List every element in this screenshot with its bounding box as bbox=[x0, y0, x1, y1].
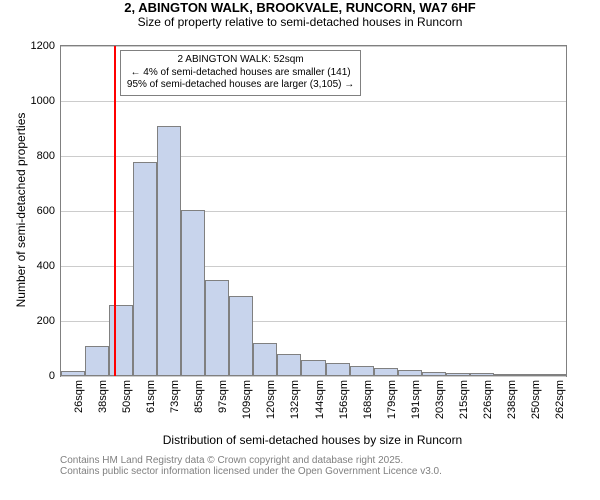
histogram-bar bbox=[229, 296, 253, 376]
chart-title: 2, ABINGTON WALK, BROOKVALE, RUNCORN, WA… bbox=[0, 0, 600, 15]
x-tick-label: 156sqm bbox=[338, 376, 350, 419]
x-tick-label: 97sqm bbox=[217, 376, 229, 413]
reference-line bbox=[114, 46, 116, 376]
histogram-bar bbox=[253, 343, 277, 376]
y-tick-label: 200 bbox=[37, 315, 61, 327]
y-tick-label: 400 bbox=[37, 260, 61, 272]
chart-footer: Contains HM Land Registry data © Crown c… bbox=[60, 455, 442, 477]
x-tick-label: 50sqm bbox=[121, 376, 133, 413]
x-tick-label: 203sqm bbox=[434, 376, 446, 419]
x-tick-label: 120sqm bbox=[265, 376, 277, 419]
histogram-bar bbox=[85, 346, 109, 376]
histogram-chart: 2, ABINGTON WALK, BROOKVALE, RUNCORN, WA… bbox=[0, 0, 600, 500]
histogram-bar bbox=[181, 210, 205, 376]
histogram-bar bbox=[205, 280, 229, 376]
histogram-bar bbox=[157, 126, 181, 376]
gridline bbox=[61, 156, 566, 157]
x-tick-label: 61sqm bbox=[145, 376, 157, 413]
gridline bbox=[61, 101, 566, 102]
x-tick-label: 215sqm bbox=[458, 376, 470, 419]
x-tick-label: 226sqm bbox=[482, 376, 494, 419]
x-tick-label: 191sqm bbox=[410, 376, 422, 419]
chart-subtitle: Size of property relative to semi-detach… bbox=[0, 15, 600, 29]
x-tick-label: 109sqm bbox=[241, 376, 253, 419]
x-tick-label: 168sqm bbox=[362, 376, 374, 419]
x-tick-label: 73sqm bbox=[169, 376, 181, 413]
x-tick-label: 85sqm bbox=[193, 376, 205, 413]
histogram-bar bbox=[374, 368, 398, 376]
y-tick-label: 800 bbox=[37, 150, 61, 162]
x-tick-label: 144sqm bbox=[314, 376, 326, 419]
histogram-bar bbox=[301, 360, 325, 377]
x-axis-label: Distribution of semi-detached houses by … bbox=[60, 433, 565, 447]
y-tick-label: 0 bbox=[49, 370, 61, 382]
histogram-bar bbox=[277, 354, 301, 376]
y-tick-label: 1000 bbox=[31, 95, 61, 107]
y-axis-label: Number of semi-detached properties bbox=[14, 45, 28, 375]
footer-line: Contains public sector information licen… bbox=[60, 466, 442, 477]
x-tick-label: 26sqm bbox=[73, 376, 85, 413]
plot-area: 02004006008001000120026sqm38sqm50sqm61sq… bbox=[60, 45, 567, 377]
y-tick-label: 600 bbox=[37, 205, 61, 217]
x-tick-label: 38sqm bbox=[97, 376, 109, 413]
x-tick-label: 132sqm bbox=[289, 376, 301, 419]
x-tick-label: 179sqm bbox=[386, 376, 398, 419]
annotation-box: 2 ABINGTON WALK: 52sqm← 4% of semi-detac… bbox=[120, 50, 361, 96]
annotation-line: ← 4% of semi-detached houses are smaller… bbox=[127, 67, 354, 80]
histogram-bar bbox=[109, 305, 133, 377]
histogram-bar bbox=[326, 363, 350, 376]
footer-line: Contains HM Land Registry data © Crown c… bbox=[60, 455, 442, 466]
annotation-line: 2 ABINGTON WALK: 52sqm bbox=[127, 54, 354, 67]
x-tick-label: 238sqm bbox=[506, 376, 518, 419]
y-tick-label: 1200 bbox=[31, 40, 61, 52]
x-tick-label: 250sqm bbox=[530, 376, 542, 419]
histogram-bar bbox=[133, 162, 157, 377]
annotation-line: 95% of semi-detached houses are larger (… bbox=[127, 79, 354, 92]
x-tick-label: 262sqm bbox=[554, 376, 566, 419]
histogram-bar bbox=[350, 366, 374, 376]
gridline bbox=[61, 46, 566, 47]
